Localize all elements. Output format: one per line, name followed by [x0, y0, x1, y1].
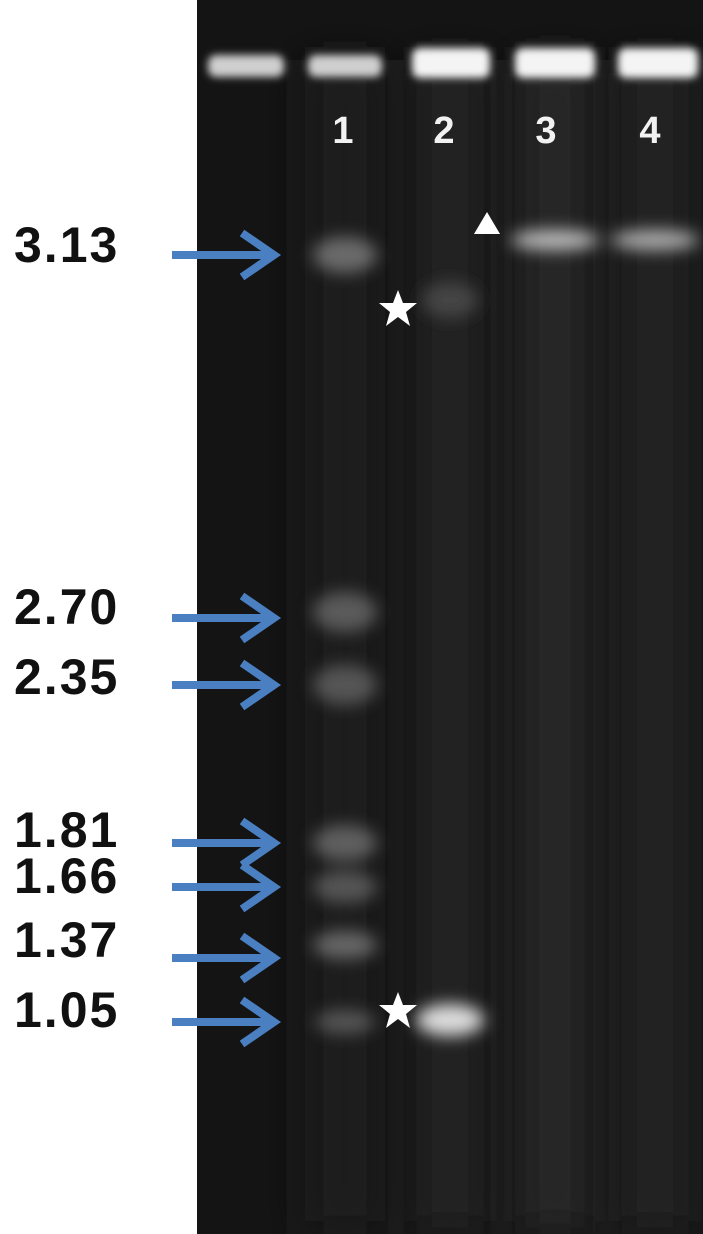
- gel-figure: 1 2 3 4 3.13 2.70 2.35 1.81 1.66 1.37 1.…: [0, 0, 703, 1234]
- marker-label: 1.66: [14, 848, 119, 904]
- marker-labels: 3.13 2.70 2.35 1.81 1.66 1.37 1.05: [14, 217, 119, 1038]
- marker-label: 1.05: [14, 982, 119, 1038]
- lane-label: 2: [433, 110, 454, 152]
- lane-label: 4: [639, 110, 660, 152]
- marker-label: 2.70: [14, 579, 119, 635]
- marker-label: 2.35: [14, 649, 119, 705]
- marker-label: 3.13: [14, 217, 119, 273]
- page: {"lanes": ["1", "2", "3", "4"], "markers…: [0, 0, 703, 1234]
- lane-label: 1: [332, 110, 353, 152]
- marker-label: 1.37: [14, 912, 119, 968]
- lane-label: 3: [535, 110, 556, 152]
